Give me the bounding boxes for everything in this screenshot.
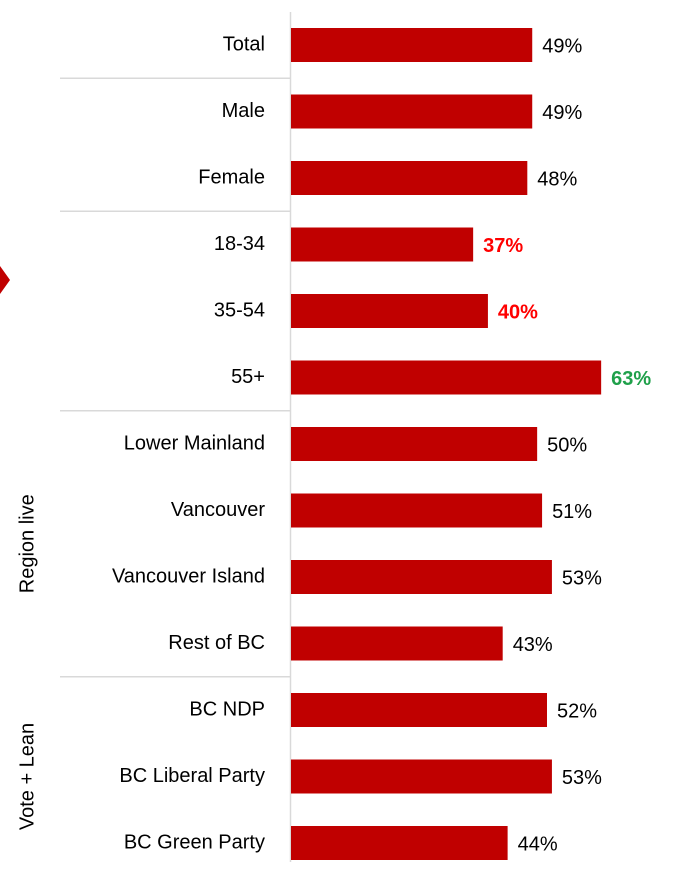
bar bbox=[291, 161, 528, 195]
bar bbox=[291, 560, 552, 594]
category-label: 18-34 bbox=[214, 233, 265, 255]
bar bbox=[291, 28, 533, 62]
value-label: 53% bbox=[562, 567, 602, 589]
category-label: Total bbox=[223, 33, 265, 55]
value-label: 37% bbox=[483, 235, 523, 257]
category-label: BC NDP bbox=[189, 698, 265, 720]
value-label: 40% bbox=[498, 301, 538, 323]
category-label: Vancouver bbox=[171, 499, 265, 521]
bar bbox=[291, 493, 543, 528]
category-label: BC Green Party bbox=[124, 831, 265, 853]
value-label: 48% bbox=[537, 168, 577, 190]
category-label: Vancouver Island bbox=[112, 565, 265, 587]
value-label: 52% bbox=[557, 700, 597, 722]
category-label: Rest of BC bbox=[168, 632, 265, 654]
category-label: Lower Mainland bbox=[124, 432, 265, 454]
value-label: 51% bbox=[552, 501, 592, 523]
value-label: 49% bbox=[542, 35, 582, 57]
bar bbox=[291, 693, 547, 727]
bar bbox=[291, 826, 508, 860]
value-label: 43% bbox=[513, 634, 553, 656]
bar bbox=[291, 360, 602, 395]
group-label: Vote + Lean bbox=[16, 723, 38, 830]
value-label: 63% bbox=[611, 368, 651, 390]
value-label: 44% bbox=[518, 833, 558, 855]
bar bbox=[291, 759, 552, 794]
bar bbox=[291, 427, 538, 461]
bar bbox=[291, 94, 533, 129]
bar bbox=[291, 294, 488, 328]
group-label: Region live bbox=[16, 494, 38, 593]
bar bbox=[291, 227, 474, 262]
value-label: 49% bbox=[542, 102, 582, 124]
category-label: 55+ bbox=[231, 366, 265, 388]
category-label: Female bbox=[198, 166, 265, 188]
category-label: Male bbox=[222, 100, 265, 122]
bar bbox=[291, 626, 503, 661]
arrow-tip bbox=[0, 266, 10, 294]
value-label: 53% bbox=[562, 767, 602, 789]
category-label: BC Liberal Party bbox=[119, 765, 265, 787]
value-label: 50% bbox=[547, 434, 587, 456]
category-label: 35-54 bbox=[214, 299, 265, 321]
